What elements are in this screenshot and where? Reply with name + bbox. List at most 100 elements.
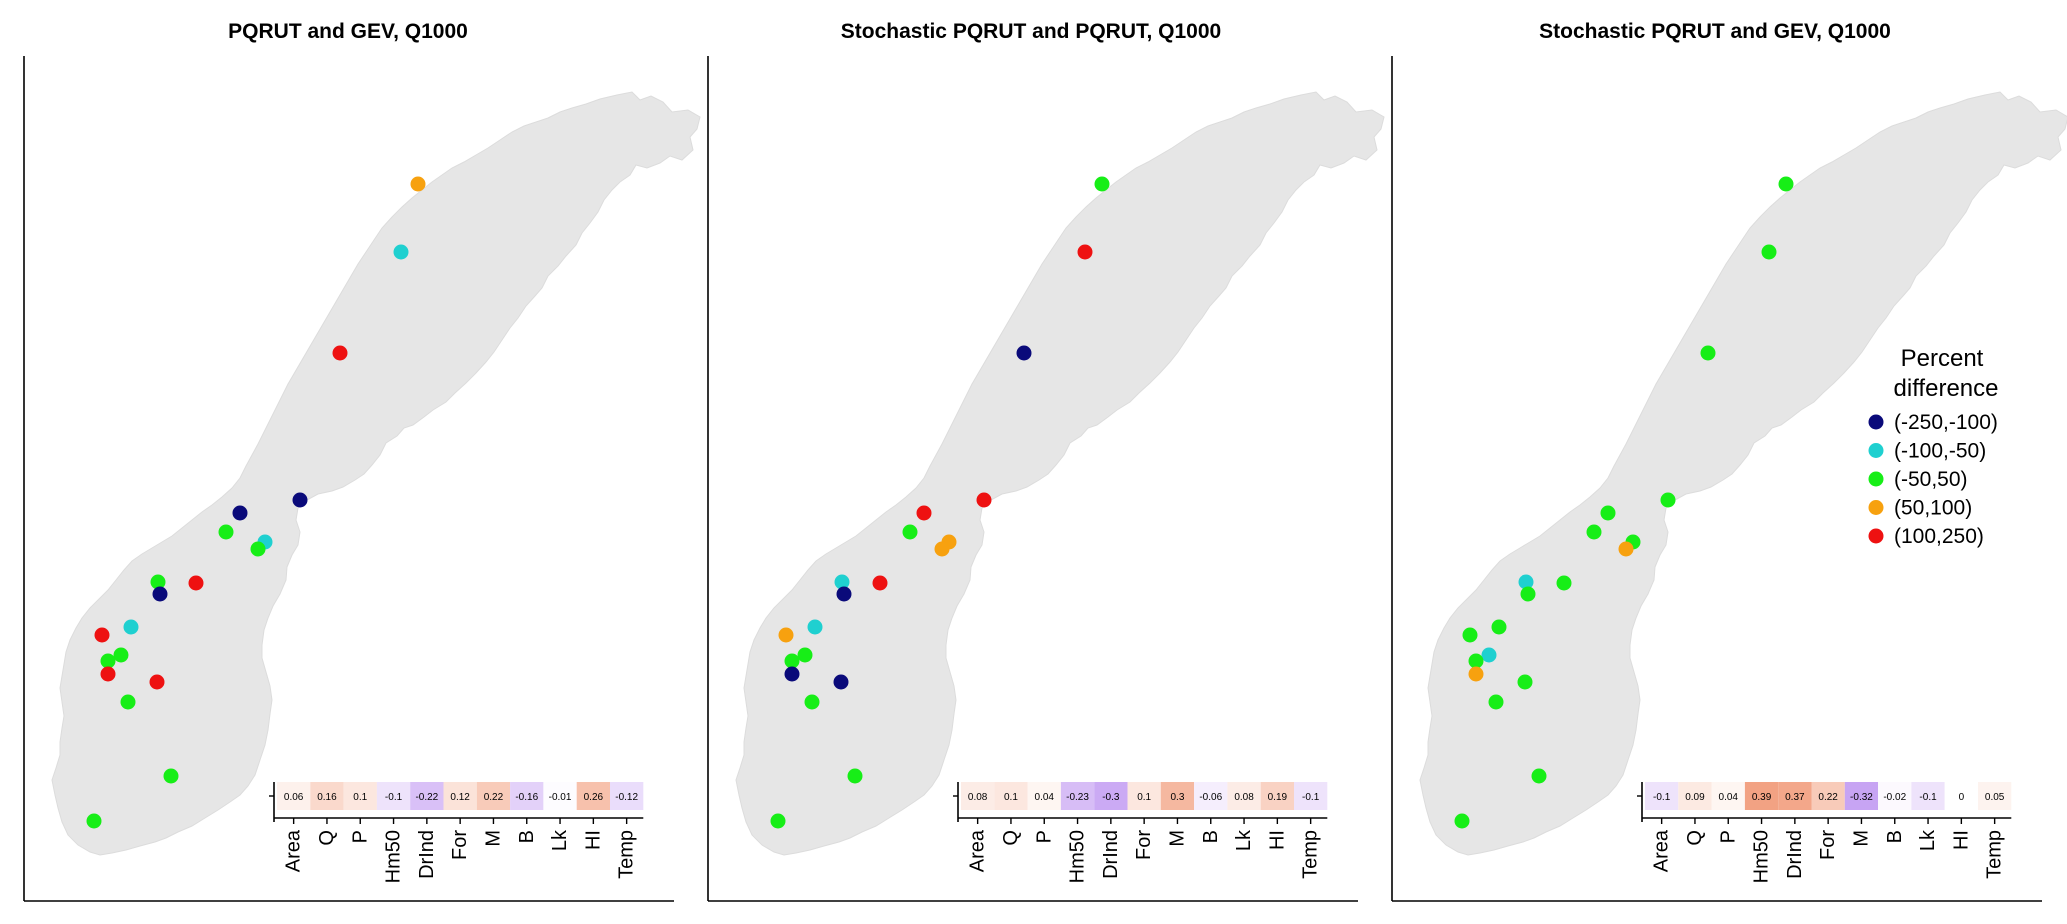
station-marker [1094,176,1110,192]
variable-label: For [1133,830,1155,860]
heat-cell-value: -0.1 [1302,792,1320,803]
heat-cell-value: 0.04 [1719,792,1739,803]
heat-cell-value: 0.04 [1035,792,1055,803]
variable-label: M [482,830,504,847]
heat-cell [1027,782,1061,810]
station-marker [1700,345,1716,361]
station-marker [1520,586,1536,602]
map-panel-1: PQRUT and GEV, Q1000 0.06 0.16 0.1 -0.1 -0.22… [23,20,701,902]
station-marker [100,653,116,669]
heat-cell-value: 0.05 [1985,792,2005,803]
heat-cell-value: 0.22 [1818,792,1838,803]
heat-cell [961,782,995,810]
station-marker [250,541,266,557]
station-marker [770,813,786,829]
correlation-strip: 0.06 0.16 0.1 -0.1 -0.22 0.12 0.22 -0.16 -0.01 0.… [269,782,644,883]
station-marker [292,492,308,508]
heat-cell [1778,782,1812,810]
heat-cell-value: 0.08 [968,792,988,803]
station-marker [1660,492,1676,508]
correlation-strip: -0.1 0.09 0.04 0.39 0.37 0.22 -0.32 -0.02 -0.1 0 0… [1637,782,2012,883]
variable-label: M [1166,830,1188,847]
heat-cell-value: -0.22 [415,792,438,803]
station-marker [1517,674,1533,690]
heat-cell-value: -0.02 [1883,792,1906,803]
variable-label: B [516,830,538,843]
station-marker [1531,768,1547,784]
station-marker [188,575,204,591]
heat-cell-value: 0.1 [353,792,367,803]
heat-cell-value: -0.01 [549,792,572,803]
station-marker [1761,244,1777,260]
station-marker [902,524,918,540]
heat-cell [1260,782,1294,810]
station-marker [1488,694,1504,710]
heat-cell [610,782,644,810]
norway-landmass [51,91,701,856]
heat-cell [1744,782,1779,810]
heat-cell [1844,782,1879,810]
variable-label: HI [1950,830,1972,850]
station-marker [797,647,813,663]
heat-cell [1127,782,1161,810]
heat-cell [1811,782,1845,810]
norway-landmass [735,91,1385,856]
station-marker [934,541,950,557]
station-marker [976,492,992,508]
legend-label: (50,100) [1894,497,1972,520]
station-marker [778,627,794,643]
variable-label: DrInd [1784,830,1806,879]
station-marker [1016,345,1032,361]
station-marker [123,619,139,635]
variable-label: P [1717,830,1739,843]
station-marker [847,768,863,784]
station-marker [1468,666,1484,682]
heat-cell [410,782,444,810]
variable-label: For [449,830,471,860]
station-marker [232,505,248,521]
variable-label: Temp [616,830,638,879]
station-marker [1077,244,1093,260]
legend-title: difference [1894,375,1999,402]
station-marker [834,574,850,590]
station-marker [872,575,888,591]
variable-label: DrInd [416,830,438,879]
station-marker [86,813,102,829]
heat-cell-value: 0.06 [284,792,304,803]
heat-cell [1678,782,1712,810]
heat-cell [1944,782,1978,810]
legend-label: (-100,-50) [1894,440,1986,463]
variable-label: Q [1684,830,1706,846]
variable-label: M [1850,830,1872,847]
heat-cell-value: -0.3 [1102,792,1120,803]
heat-cell-value: 0 [1959,792,1965,803]
variable-label: DrInd [1100,830,1122,879]
station-marker [149,674,165,690]
heat-cell [310,782,344,810]
panel-title: PQRUT and GEV, Q1000 [228,20,468,43]
variable-label: HI [1266,830,1288,850]
station-marker [807,619,823,635]
heat-cell-value: 0.37 [1785,792,1805,803]
variable-label: B [1200,830,1222,843]
heat-cell-value: 0.39 [1752,792,1772,803]
heat-cell-value: 0.26 [584,792,604,803]
legend-title: Percent [1901,345,1984,372]
station-marker [218,524,234,540]
heat-cell-value: -0.16 [515,792,538,803]
heat-cell [443,782,477,810]
variable-label: P [349,830,371,843]
heat-cell [510,782,544,810]
station-marker [1481,647,1497,663]
station-marker [410,176,426,192]
station-marker [152,586,168,602]
station-marker [113,647,129,663]
heat-cell [1160,782,1195,810]
heat-cell [277,782,311,810]
heat-cell-value: 0.1 [1137,792,1151,803]
station-marker [1468,653,1484,669]
variable-label: Lk [549,829,571,851]
variable-label: P [1033,830,1055,843]
station-marker [1600,505,1616,521]
heat-cell [476,782,511,810]
